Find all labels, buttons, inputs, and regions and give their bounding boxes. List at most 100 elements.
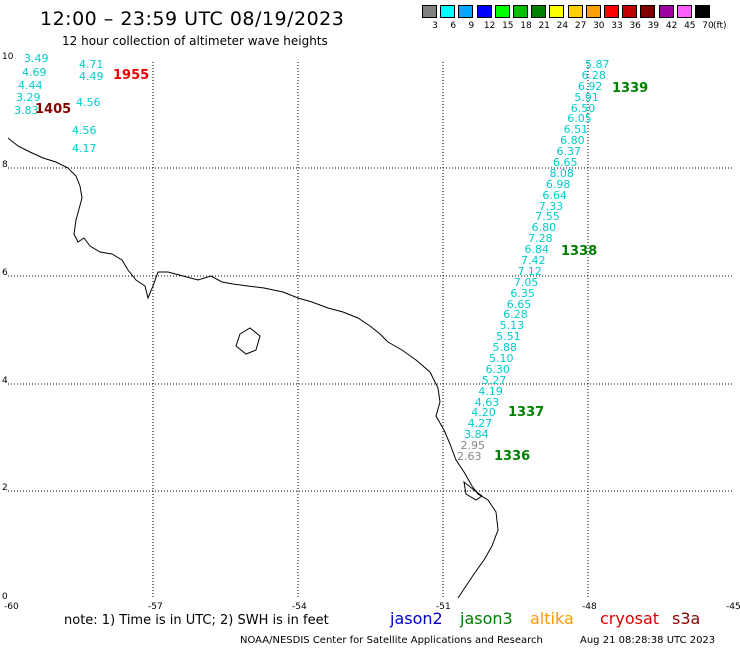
legend-unit: (ft) [713,21,727,31]
legend-label: 45 [684,21,696,31]
lat-tick-label: 6 [2,268,8,278]
wave-height-value: 4.19 [478,384,503,398]
legend-swatch [622,5,638,18]
wave-height-value: 6.92 [577,79,603,93]
lon-tick-label: -54 [292,602,307,612]
wave-height-value: 5.10 [489,352,514,365]
legend-swatch [513,5,528,18]
wave-height-value: 7.12 [517,264,542,278]
legend-label: 15 [502,21,514,31]
wave-height-value: 7.33 [538,199,564,213]
legend-swatch [476,5,492,18]
wave-height-value: 4.71 [79,58,104,71]
wave-height-value: 3.49 [24,52,49,65]
legend-swatch [640,5,656,18]
wave-height-value: 4.63 [474,395,500,409]
legend-swatch [604,5,619,18]
wave-height-value: 3.84 [464,428,489,442]
legend-swatch [549,5,565,18]
lat-tick-label: 8 [2,160,8,170]
lon-tick-label: -57 [148,602,163,612]
lon-tick-label: -60 [4,602,19,612]
lon-tick-label: -45 [726,602,740,612]
legend-swatch [422,5,437,18]
legend-label: 18 [520,21,532,31]
legend-label: 6 [450,21,457,31]
satellite-jason3: jason3 [460,609,513,628]
wave-height-value: 4.69 [22,66,47,79]
lat-tick-label: 4 [2,376,8,386]
wave-height-value: 7.42 [521,254,546,267]
lat-tick-label: 2 [2,483,8,493]
small-island [235,327,261,355]
wave-height-value: 6.80 [531,221,557,235]
wave-height-value: 8.08 [549,166,574,180]
legend-label: 42 [665,21,678,31]
wave-height-value: 5.51 [496,330,521,344]
wave-height-value: 4.56 [76,96,101,109]
wave-height-value: 6.64 [542,188,567,202]
legend-swatch [695,5,710,18]
wave-height-value: 4.27 [467,417,493,431]
wave-height-value: 7.28 [528,232,553,246]
wave-height-value: 6.80 [560,134,585,148]
wave-height-value: 5.27 [481,373,507,387]
legend-label: 30 [593,21,605,31]
wave-height-value: 7.05 [513,275,539,289]
wave-height-value: 4.17 [72,142,97,155]
legend-label: 12 [483,21,496,31]
satellite-cryosat: cryosat [600,609,660,628]
legend-label: 21 [538,21,550,31]
wave-height-value: 4.44 [18,79,43,92]
marajo-island [463,480,483,501]
lat-tick-label: 10 [2,52,14,62]
wave-height-value: 2.63 [457,450,482,463]
legend-label: 27 [574,21,587,31]
pass-time-1339: 1339 [612,81,649,96]
wave-height-value: 6.35 [510,286,535,300]
lon-tick-label: -48 [582,602,597,612]
legend-label: 36 [629,21,641,31]
footer-note: note: 1) Time is in UTC; 2) SWH is in fe… [64,613,329,628]
wave-height-value: 6.65 [506,297,532,311]
legend-swatch [585,5,601,18]
wave-height-value: 5.13 [499,319,525,333]
legend-label: 3 [432,21,438,31]
legend-label: 39 [647,21,660,31]
wave-height-value: 4.20 [471,406,496,420]
pass-time-1405: 1405 [35,102,72,117]
pass-time-1337: 1337 [508,405,545,420]
map-title: 12:00 – 23:59 UTC 08/19/2023 [40,8,345,30]
wave-height-value: 2.95 [460,439,486,453]
wave-height-value: 6.51 [563,123,589,137]
legend-swatch [458,5,474,18]
pass-time-1336: 1336 [494,449,531,464]
wave-height-value: 6.50 [570,101,596,115]
wave-height-value: 3.83 [14,104,39,117]
map-canvas [8,62,733,598]
lon-tick-label: -51 [436,602,451,612]
wave-height-value: 4.49 [79,70,104,83]
satellite-s3a: s3a [672,609,701,628]
legend-swatch [440,5,456,18]
wave-height-value: 6.30 [485,362,510,376]
map-subtitle: 12 hour collection of altimeter wave hei… [62,34,328,48]
wave-height-value: 6.28 [581,68,606,82]
pass-time-1955: 1955 [113,68,150,83]
legend-label: 70 [702,21,714,31]
lat-tick-label: 0 [2,592,8,602]
wave-height-value: 6.98 [545,177,571,191]
legend-swatch [567,5,583,18]
wave-height-value: 6.28 [503,308,528,322]
graticule [8,62,733,598]
wave-height-value: 6.65 [553,156,578,169]
legend-swatch [658,5,674,18]
satellite-altika: altika [530,609,574,628]
legend-label: 9 [468,21,475,31]
legend-swatch [531,5,547,18]
legend-label: 33 [611,21,623,31]
wave-height-value: 5.87 [585,58,610,71]
coastline [8,137,499,598]
wave-height-value: 3.29 [16,91,41,104]
